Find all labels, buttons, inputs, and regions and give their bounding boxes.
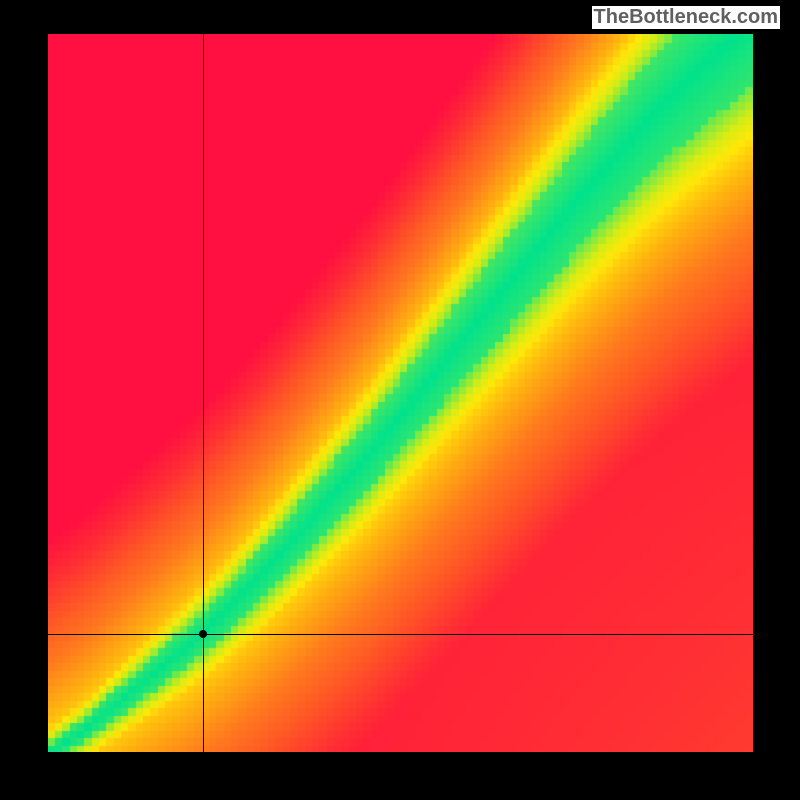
attribution-label: TheBottleneck.com	[592, 6, 780, 29]
plot-frame	[48, 34, 753, 752]
crosshair-point	[199, 630, 207, 638]
heatmap-canvas	[48, 34, 753, 752]
crosshair-horizontal	[48, 634, 753, 635]
chart-container: TheBottleneck.com	[0, 0, 800, 800]
crosshair-vertical	[203, 34, 204, 752]
